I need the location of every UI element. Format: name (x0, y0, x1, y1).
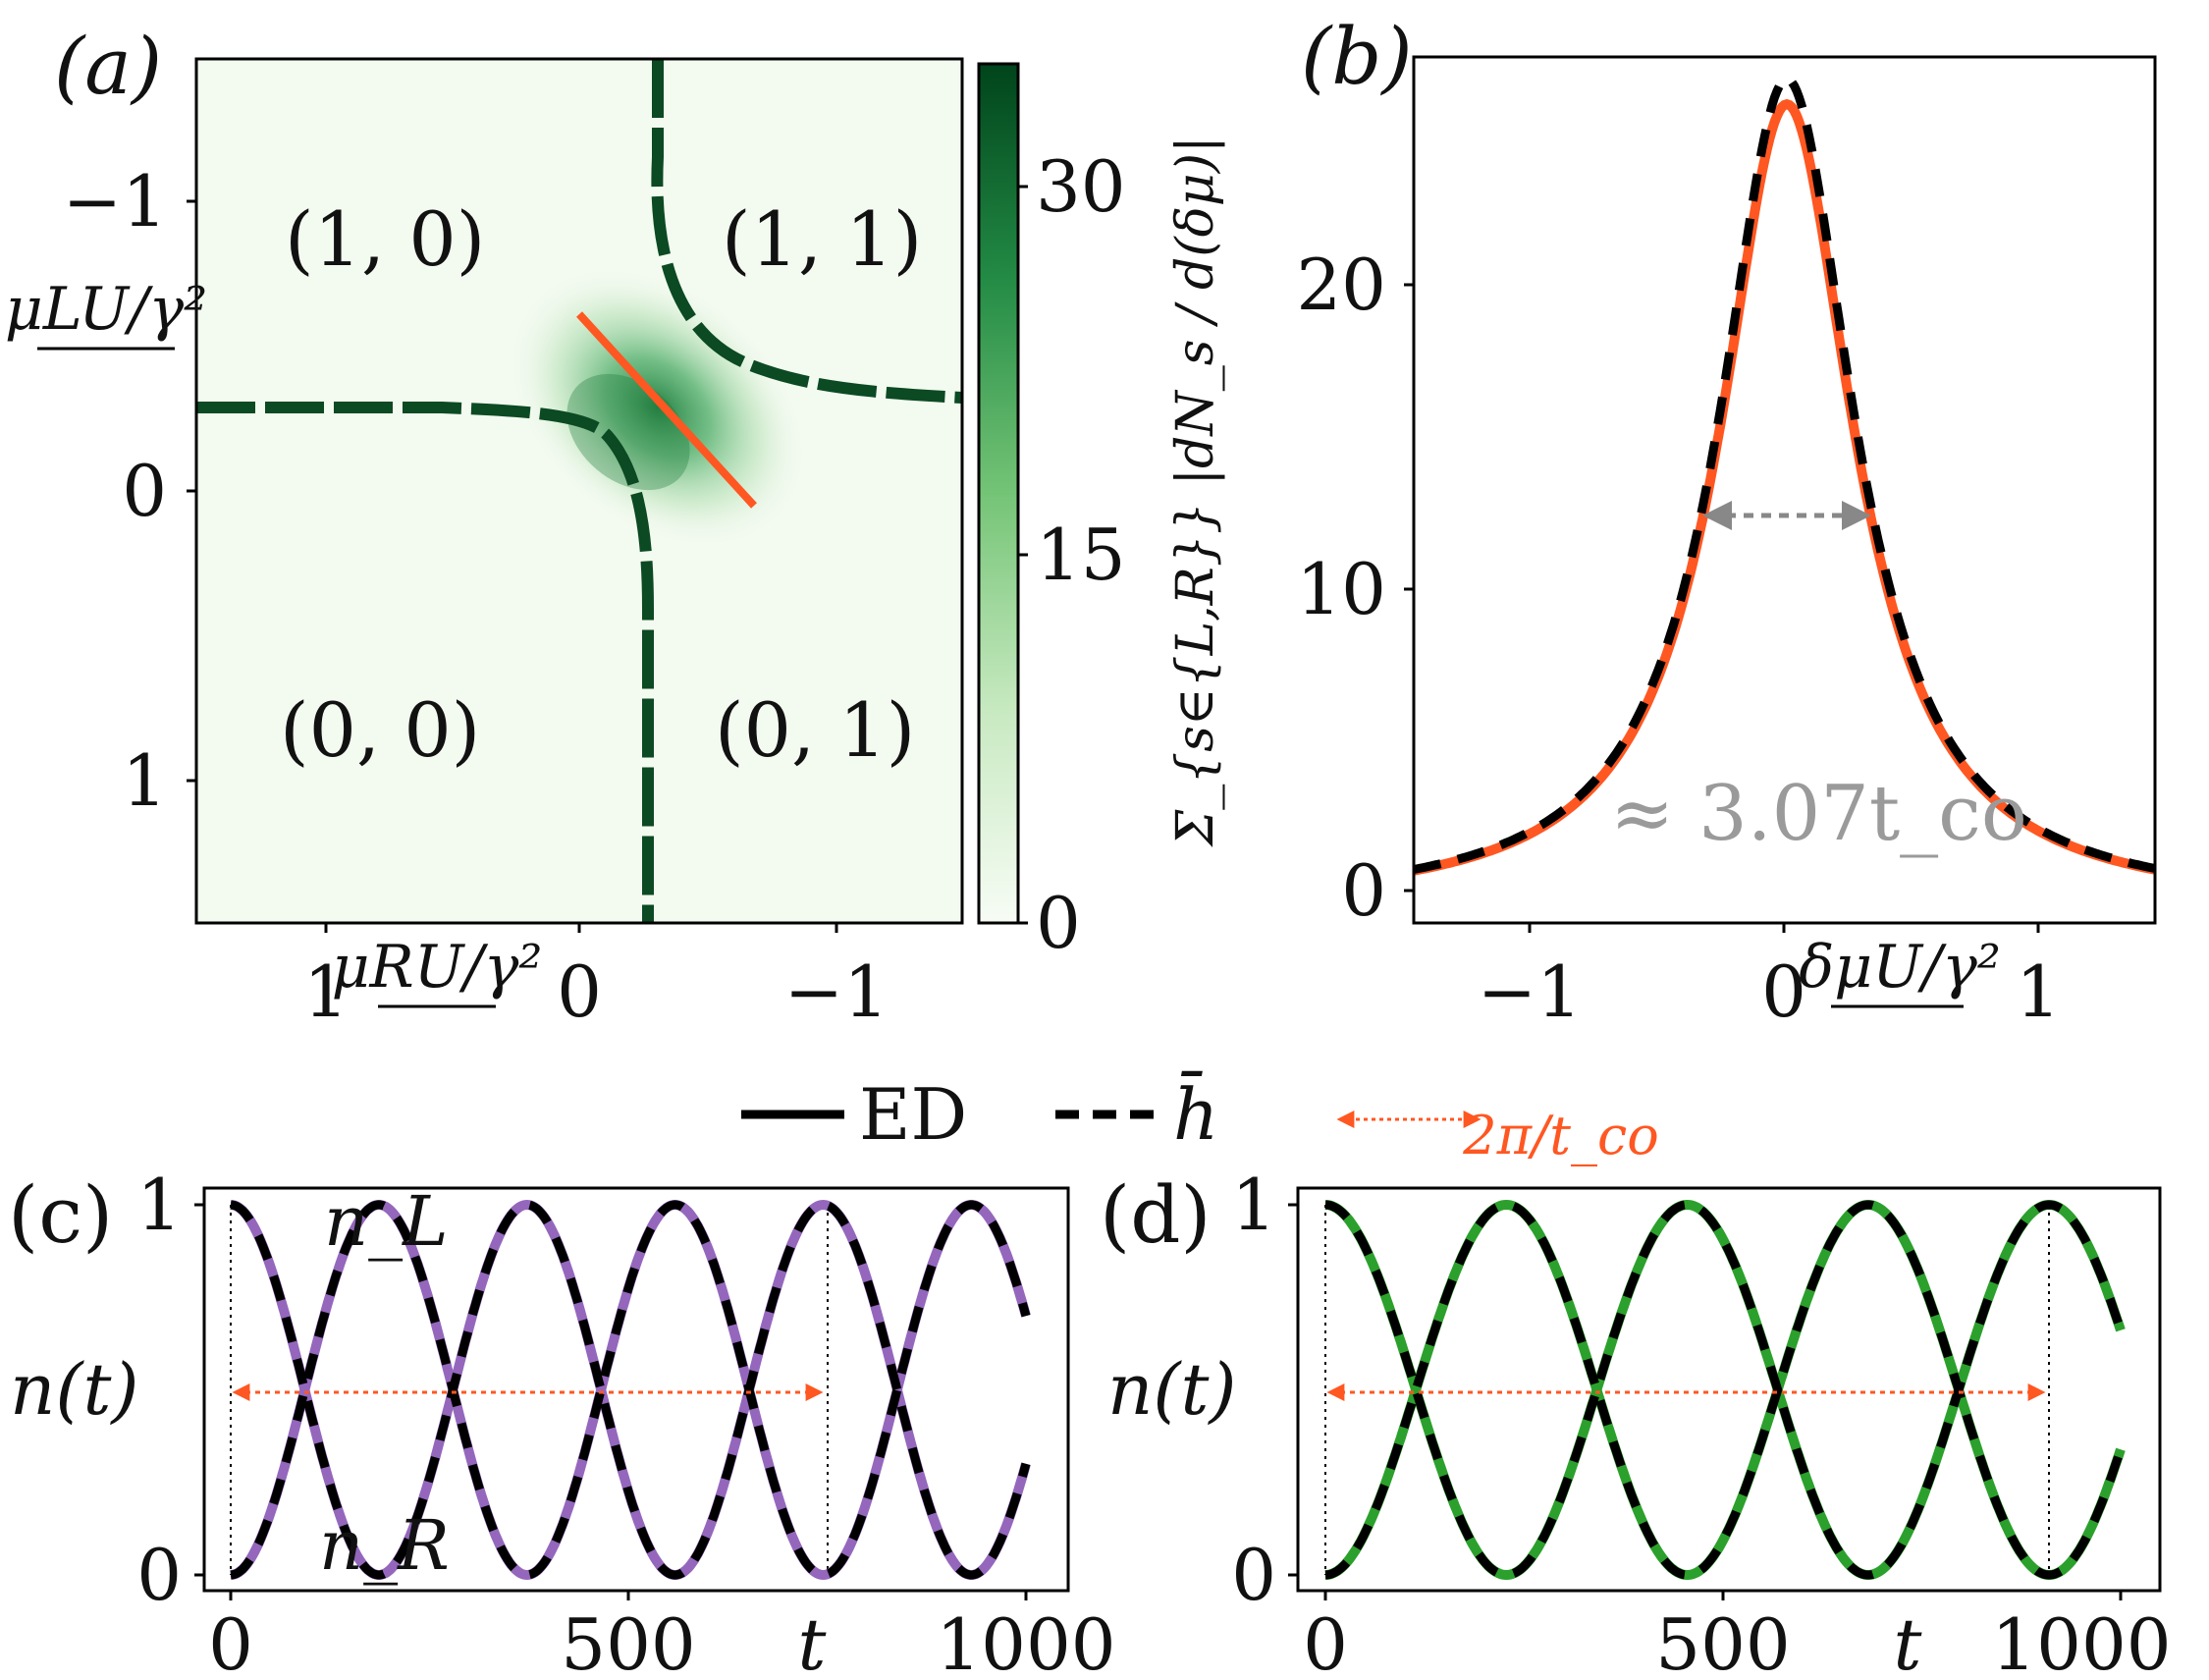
panel-a-x-ticks: 1 0 −1 (303, 923, 889, 1033)
boundary-line-1 (196, 402, 654, 923)
colorbar-ticks: 0 15 30 (1018, 145, 1126, 964)
c-curves-nL-hbar (230, 1200, 1031, 1580)
b-ytick-10: 10 (1296, 548, 1386, 630)
a-ytick-1: 1 (122, 739, 167, 822)
panel-c: (c) n(t) n_L n_R 1 0 0 500 1000 t (8, 1164, 1116, 1680)
panel-b-xlabel: δμU/γ² (1799, 933, 2001, 1008)
cut-line (576, 311, 757, 509)
panel-b-x-ticks: −1 0 1 (1478, 923, 2061, 1033)
b-xtick-1: 1 (2016, 950, 2061, 1033)
region-label-10: (1, 0) (285, 195, 485, 283)
cbar-tick-30: 30 (1036, 145, 1126, 228)
panel-a-y-ticks: −1 0 1 (63, 160, 196, 822)
a-ytick-neg1: −1 (63, 160, 167, 243)
b-ytick-20: 20 (1296, 244, 1386, 326)
region-label-00: (0, 0) (280, 686, 480, 774)
panel-b-curves (1413, 74, 2156, 876)
c-xlabel: t (798, 1603, 828, 1680)
b-xlabel-text: δμU/γ² (1799, 933, 2001, 1002)
d-curves-nL-ed (1324, 1199, 2126, 1581)
panel-b: (b) Σ_{s∈{L,R}} |dN_s / d(δμ)| ≈ 3.07t_c… (1166, 11, 2157, 1033)
b-xtick-neg1: −1 (1478, 950, 1582, 1033)
panel-b-label: (b) (1301, 11, 1413, 102)
panel-a-label: (a) (54, 21, 162, 112)
c-ytick-1: 1 (136, 1164, 182, 1246)
fwhm-annotation: ≈ 3.07t_co (1610, 770, 2027, 858)
d-ytick-1: 1 (1231, 1164, 1276, 1246)
legend-arrow-label: 2π/t_co (1462, 1105, 1659, 1166)
d-curves-nR-ed (1324, 1199, 2126, 1581)
panel-c-x-ticks: 0 500 1000 t (208, 1591, 1116, 1680)
cbar-tick-0: 0 (1036, 882, 1081, 964)
b-series-hbar (1413, 74, 2156, 874)
panel-d-frame (1296, 1186, 2162, 1593)
b-ylabel: Σ_{s∈{L,R}} |dN_s / d(δμ)| (1166, 135, 1225, 847)
d-xlabel: t (1894, 1603, 1923, 1680)
b-ytick-0: 0 (1341, 849, 1386, 932)
panel-d-label: (d) (1100, 1169, 1212, 1261)
c-xtick-1000: 1000 (936, 1603, 1115, 1680)
a-xtick-neg1: −1 (784, 950, 889, 1033)
panel-d: (d) n(t) 1 0 0 500 1000 t (1100, 1164, 2172, 1680)
cbar-tick-15: 15 (1036, 514, 1126, 596)
region-label-01: (0, 1) (715, 686, 915, 774)
legend-solid-label: ED (859, 1073, 967, 1156)
d-ylabel: n(t) (1107, 1348, 1236, 1431)
panel-c-curves (230, 1199, 1031, 1581)
charge-transition-boundaries (196, 59, 963, 923)
region-label-11: (1, 1) (722, 195, 922, 283)
legend-dashed-label: h̄ (1173, 1069, 1218, 1156)
d-ytick-0: 0 (1231, 1534, 1276, 1616)
d-xtick-1000: 1000 (1991, 1603, 2171, 1680)
d-xtick-500: 500 (1655, 1603, 1790, 1680)
legend: ED h̄ 2π/t_co (741, 1069, 1659, 1166)
panel-d-y-ticks: 1 0 (1231, 1164, 1298, 1616)
a-xlabel-text: μRU/γ² (332, 933, 543, 1002)
colorbar (977, 62, 1020, 925)
a-ylabel-text: μLU/γ² (5, 275, 207, 344)
b-xtick-0: 0 (1761, 950, 1806, 1033)
d-xtick-0: 0 (1303, 1603, 1348, 1680)
c-series-nL: n_L (324, 1181, 449, 1262)
a-xtick-1: 1 (303, 950, 349, 1033)
c-xtick-0: 0 (208, 1603, 253, 1680)
a-xtick-0: 0 (557, 950, 602, 1033)
panel-a-xlabel: μRU/γ² (332, 933, 543, 1008)
panel-c-y-ticks: 1 0 (136, 1164, 204, 1616)
panel-d-curves (1324, 1199, 2126, 1581)
panel-a: (a) (1, 0) (1, 1) (0, 0) (0, 1) −1 0 1 1 (5, 21, 1126, 1033)
panel-b-y-ticks: 0 10 20 (1296, 244, 1414, 932)
c-xtick-500: 500 (561, 1603, 695, 1680)
c-curves-nR-hbar (230, 1200, 1031, 1580)
boundary-line-0 (651, 59, 963, 404)
c-series-nR: n_R (319, 1505, 450, 1586)
panel-a-ylabel: μLU/γ² (5, 275, 207, 351)
a-ytick-0: 0 (122, 450, 167, 532)
b-series-ed (1413, 98, 2156, 876)
c-ylabel: n(t) (10, 1348, 138, 1431)
c-ytick-0: 0 (136, 1534, 182, 1616)
panel-d-x-ticks: 0 500 1000 t (1303, 1591, 2172, 1680)
panel-c-label: (c) (8, 1169, 113, 1261)
panel-c-frame (202, 1186, 1070, 1593)
